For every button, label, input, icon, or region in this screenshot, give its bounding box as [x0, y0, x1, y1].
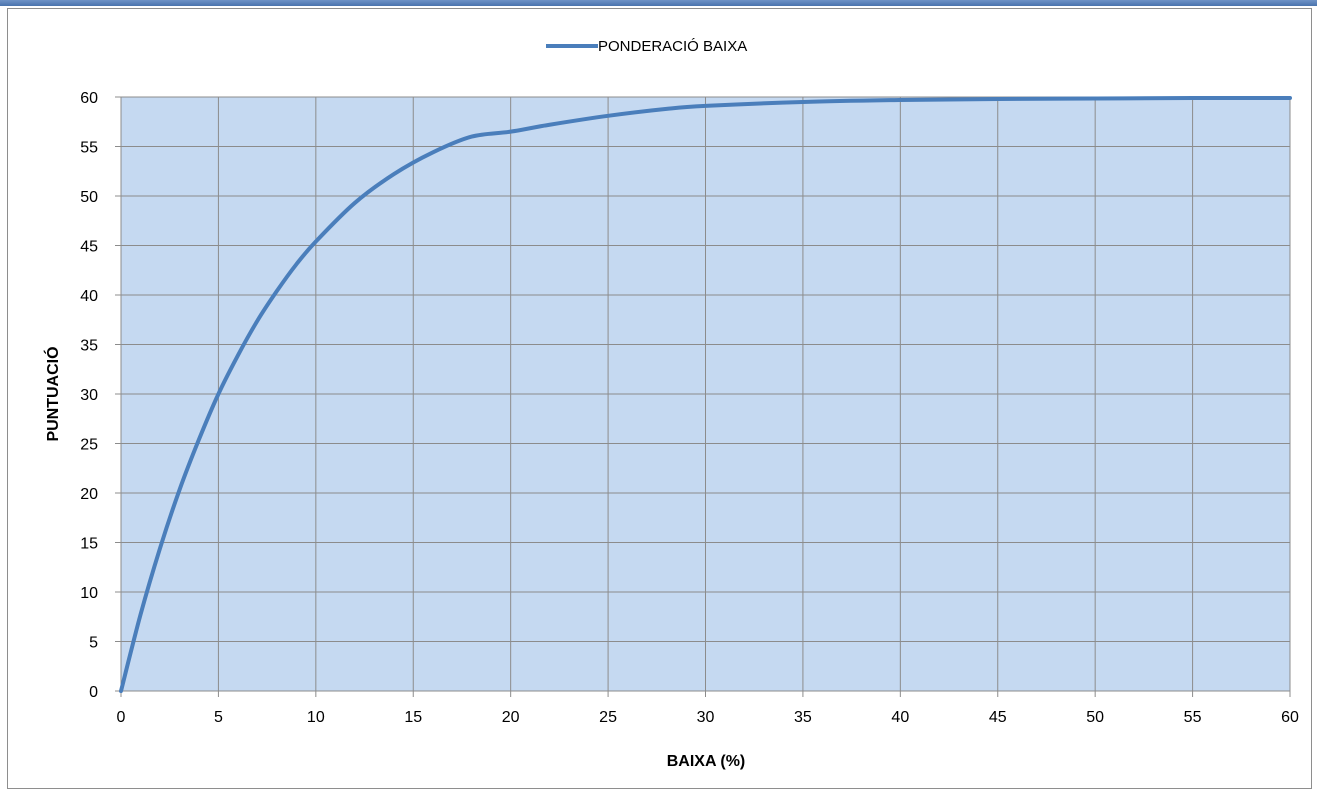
- x-tick-label: 35: [794, 709, 812, 726]
- y-tick-label: 20: [80, 486, 98, 503]
- y-tick-label: 15: [80, 536, 98, 553]
- x-tick-label: 25: [599, 709, 617, 726]
- y-tick-label: 45: [80, 239, 98, 256]
- x-tick-label: 5: [214, 709, 223, 726]
- y-tick-label: 35: [80, 338, 98, 355]
- x-axis-title: BAIXA (%): [667, 753, 746, 770]
- y-axis-title: PUNTUACIÓ: [43, 346, 62, 441]
- y-tick-label: 55: [80, 140, 98, 157]
- x-tick-label: 0: [117, 709, 126, 726]
- x-tick-label: 45: [989, 709, 1007, 726]
- y-axis-ticks: 0 5 10 15 20 25 30 35 40 45 50 55 60: [80, 90, 98, 701]
- legend: PONDERACIÓ BAIXA: [546, 38, 747, 55]
- y-tick-label: 60: [80, 90, 98, 107]
- series-line: [119, 95, 1292, 693]
- x-tick-label: 50: [1086, 709, 1104, 726]
- x-tick-label: 15: [404, 709, 422, 726]
- x-tick-label: 20: [502, 709, 520, 726]
- series-group: [119, 95, 1292, 693]
- x-tick-label: 40: [891, 709, 909, 726]
- y-tick-label: 40: [80, 288, 98, 305]
- y-tick-label: 30: [80, 387, 98, 404]
- x-tick-label: 30: [697, 709, 715, 726]
- x-axis-ticks: 0 5 10 15 20 25 30 35 40 45 50 55 60: [117, 709, 1299, 726]
- y-tick-label: 10: [80, 585, 98, 602]
- legend-label: PONDERACIÓ BAIXA: [598, 38, 747, 55]
- y-tick-label: 0: [89, 684, 98, 701]
- gridlines: [115, 96, 1291, 697]
- x-tick-label: 55: [1184, 709, 1202, 726]
- y-tick-label: 5: [89, 635, 98, 652]
- x-tick-label: 60: [1281, 709, 1299, 726]
- x-tick-label: 10: [307, 709, 325, 726]
- y-tick-label: 25: [80, 437, 98, 454]
- y-tick-label: 50: [80, 189, 98, 206]
- window-top-bar: [0, 0, 1317, 6]
